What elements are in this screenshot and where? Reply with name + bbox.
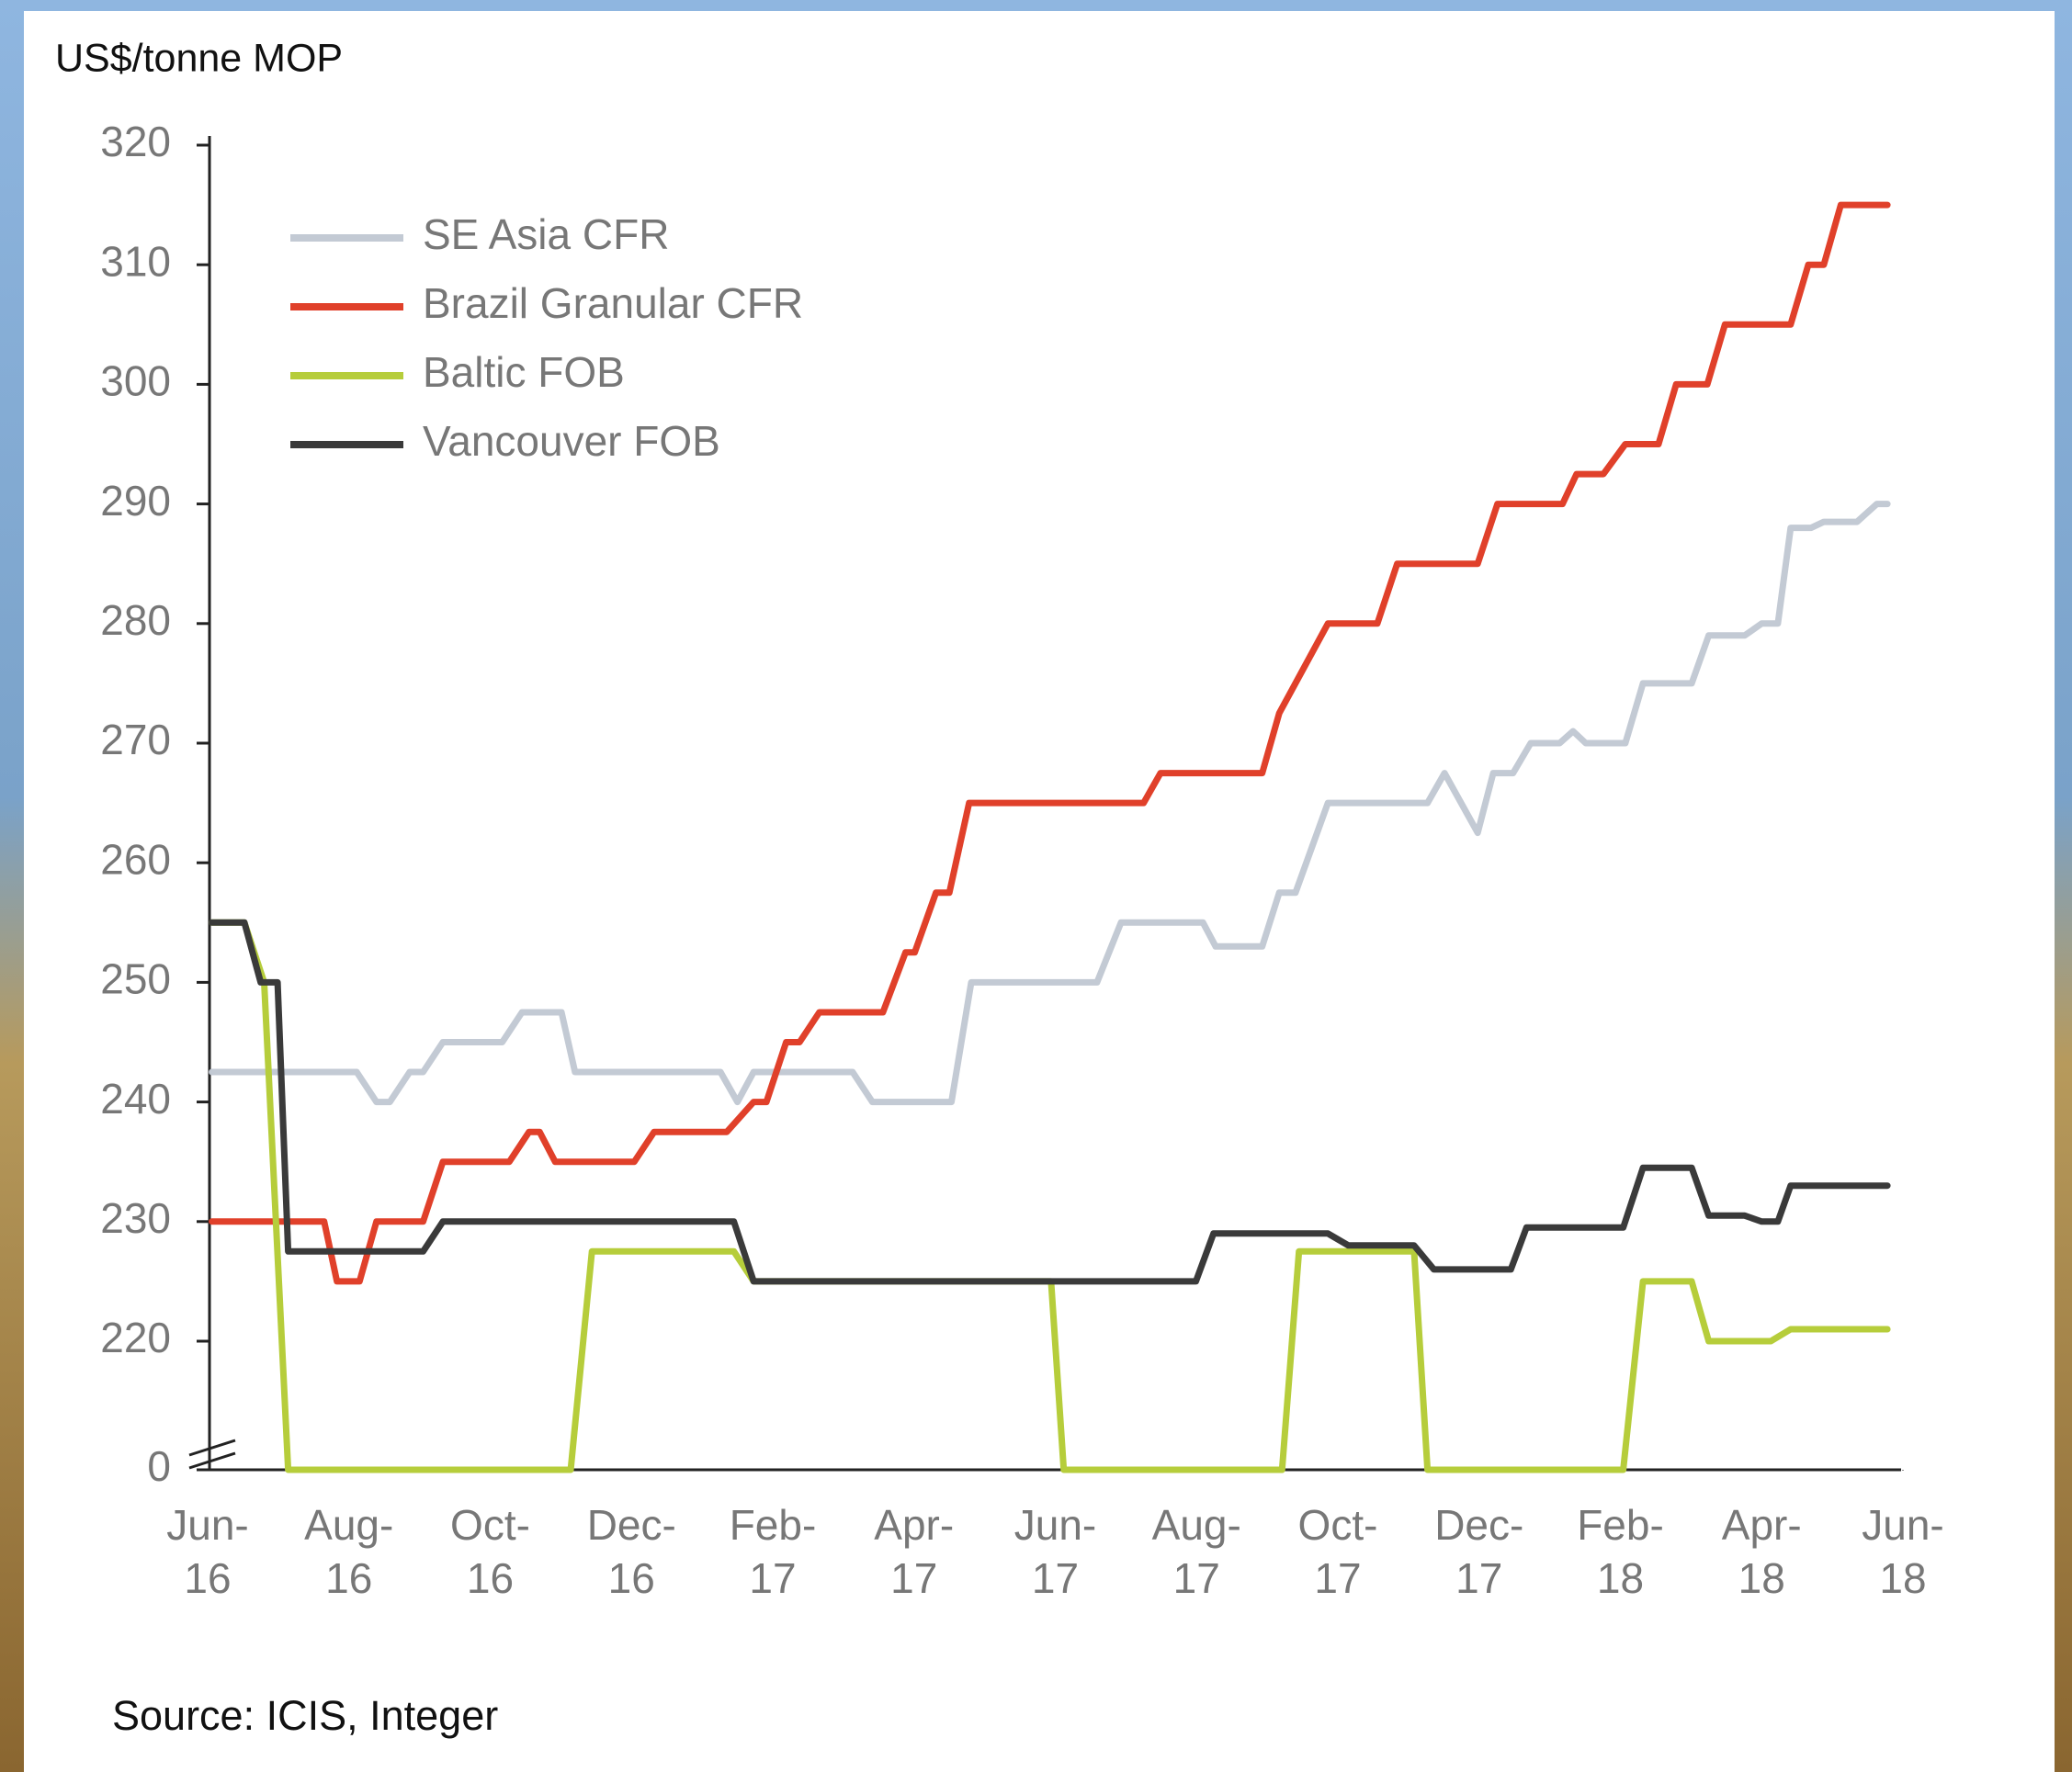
y-tick-label: 320	[100, 118, 171, 165]
legend-label: SE Asia CFR	[423, 210, 669, 258]
x-tick-label-line: 17	[1032, 1554, 1079, 1602]
x-tick-label-line: 16	[184, 1554, 231, 1602]
y-tick-label: 240	[100, 1075, 171, 1123]
x-tick-label-line: 16	[608, 1554, 655, 1602]
legend-label: Vancouver FOB	[423, 417, 720, 465]
x-tick-label: Feb- 18	[1577, 1501, 1664, 1602]
x-tick-label-line: 17	[1314, 1554, 1361, 1602]
x-tick-label-line: Jun-	[1014, 1501, 1096, 1549]
y-tick-label: 0	[147, 1442, 171, 1490]
y-tick-label: 250	[100, 955, 171, 1003]
x-tick-label-line: 18	[1597, 1554, 1644, 1602]
x-tick-label-line: Oct-	[450, 1501, 530, 1549]
x-tick-label-line: Feb-	[1577, 1501, 1664, 1549]
x-tick-label-line: Oct-	[1298, 1501, 1378, 1549]
x-tick-label: Jun- 16	[166, 1501, 248, 1602]
x-tick-label: Aug- 16	[304, 1501, 393, 1602]
y-tick-label: 230	[100, 1194, 171, 1242]
legend-label: Baltic FOB	[423, 348, 625, 396]
x-tick-label-line: Aug-	[304, 1501, 393, 1549]
x-tick-label-line: Feb-	[730, 1501, 817, 1549]
x-tick-label-line: 16	[325, 1554, 372, 1602]
x-tick-label-line: 17	[1173, 1554, 1220, 1602]
y-tick-label: 260	[100, 835, 171, 883]
x-tick-label-line: 18	[1738, 1554, 1785, 1602]
x-tick-label: Dec- 17	[1434, 1501, 1523, 1602]
series-line	[209, 201, 1891, 1285]
x-tick-label-line: 16	[467, 1554, 514, 1602]
x-tick-label-line: 17	[749, 1554, 796, 1602]
x-tick-label-line: Jun-	[1862, 1501, 1943, 1549]
y-tick-label: 300	[100, 357, 171, 405]
source: Source: ICIS, Integer	[112, 1692, 498, 1739]
x-tick-label-line: Dec-	[1434, 1501, 1523, 1549]
x-tick-label-line: Dec-	[587, 1501, 676, 1549]
x-tick-label: Apr- 17	[874, 1501, 954, 1602]
x-tick-label-line: Apr-	[874, 1501, 954, 1549]
x-tick-label: Feb- 17	[730, 1501, 817, 1602]
axis-break	[188, 1451, 236, 1470]
x-tick-label: Apr- 18	[1722, 1501, 1802, 1602]
x-tick-label: Jun- 18	[1862, 1501, 1943, 1602]
x-tick-label: Dec- 16	[587, 1501, 676, 1602]
series-line	[209, 501, 1891, 1106]
x-tick-label-line: 17	[890, 1554, 937, 1602]
x-tick-label-line: 18	[1879, 1554, 1926, 1602]
chart-title: US$/tonne MOP	[55, 36, 343, 80]
series-line	[209, 919, 1891, 1285]
x-tick-label: Aug- 17	[1152, 1501, 1241, 1602]
y-tick-label: 290	[100, 477, 171, 525]
x-tick-label-line: Aug-	[1152, 1501, 1241, 1549]
legend-label: Brazil Granular CFR	[423, 279, 803, 327]
x-tick-label: Oct- 16	[450, 1501, 530, 1602]
y-tick-label: 280	[100, 596, 171, 644]
y-tick-label: 310	[100, 237, 171, 285]
axis-break	[188, 1439, 236, 1457]
series-line	[209, 919, 1891, 1473]
x-tick-label-line: 17	[1455, 1554, 1502, 1602]
x-tick-label-line: Jun-	[166, 1501, 248, 1549]
y-tick-label: 270	[100, 716, 171, 763]
x-tick-label-line: Apr-	[1722, 1501, 1802, 1549]
x-tick-label: Jun- 17	[1014, 1501, 1096, 1602]
x-tick-label: Oct- 17	[1298, 1501, 1378, 1602]
y-tick-label: 220	[100, 1314, 171, 1361]
